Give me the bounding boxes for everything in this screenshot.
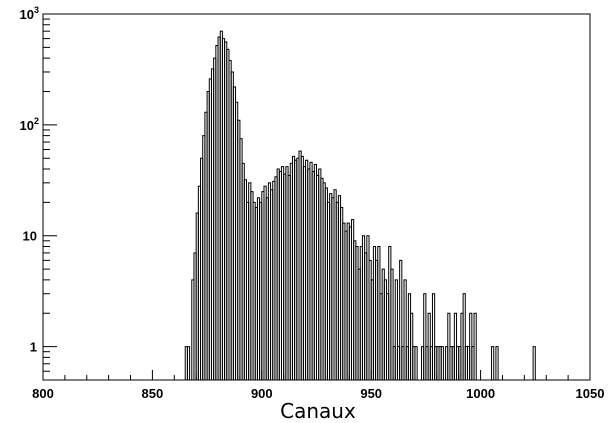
x-tick-label: 1050 xyxy=(576,386,605,401)
x-tick-label: 900 xyxy=(251,386,273,401)
histogram-bin xyxy=(414,346,418,381)
histogram-bin xyxy=(403,279,407,381)
y-tick-label: 10 xyxy=(23,229,37,244)
histogram-bin xyxy=(473,312,477,381)
histogram-bin xyxy=(462,293,466,381)
histogram-bin xyxy=(491,346,495,381)
x-tick-label: 1000 xyxy=(466,386,495,401)
histogram-bin xyxy=(440,346,444,381)
y-tick-label: 103 xyxy=(20,5,39,22)
histogram-bin xyxy=(495,346,499,381)
y-tick-label: 102 xyxy=(20,116,39,133)
histogram-bin xyxy=(394,279,398,381)
x-axis-title: Canaux xyxy=(280,399,356,423)
histogram-bin xyxy=(423,293,427,381)
histogram-bin xyxy=(532,346,536,381)
histogram-bin xyxy=(399,259,403,381)
x-tick-label: 950 xyxy=(360,386,382,401)
histogram-bin xyxy=(186,346,191,381)
histogram-bin xyxy=(390,268,394,381)
y-tick-label: 1 xyxy=(30,340,37,355)
histogram-bin xyxy=(431,293,436,381)
x-tick-label: 800 xyxy=(32,386,54,401)
x-tick-label: 850 xyxy=(142,386,164,401)
